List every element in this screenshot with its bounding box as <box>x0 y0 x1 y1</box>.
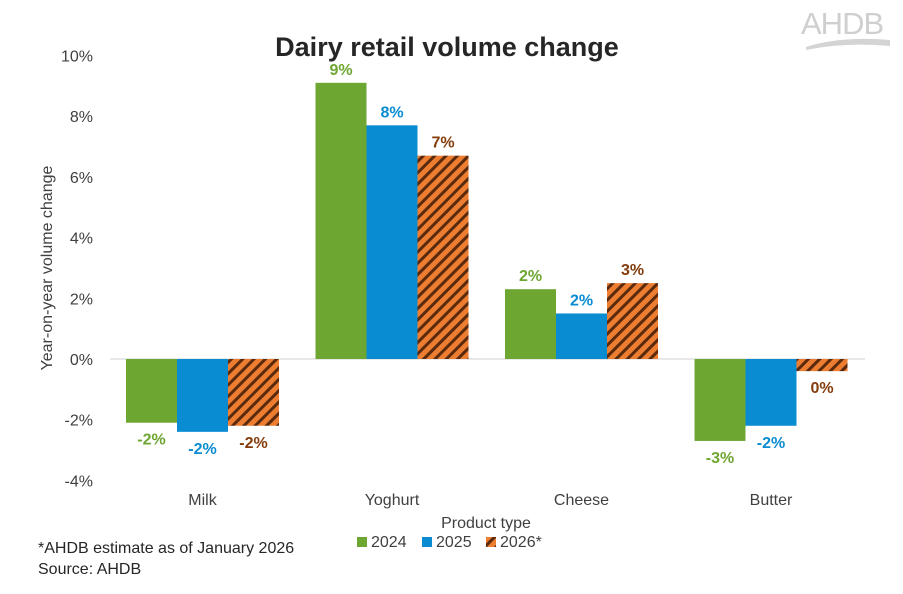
bar-milk-2026 <box>228 359 279 426</box>
bar-cheese-2024 <box>505 289 556 359</box>
x-axis-categories: Milk Yoghurt Cheese Butter <box>188 492 793 509</box>
bar-butter-2026 <box>796 359 848 372</box>
data-label: -2% <box>239 435 267 452</box>
bar-butter-2025 <box>745 359 797 426</box>
y-tick-label: -2% <box>65 413 93 430</box>
legend-swatch-icon <box>357 537 367 547</box>
bars <box>126 82 848 441</box>
legend: 2024 2025 2026* <box>357 534 542 551</box>
data-label: -2% <box>137 432 165 449</box>
data-label: -2% <box>188 441 216 458</box>
y-tick-label: 6% <box>70 170 93 187</box>
data-label: 2% <box>570 292 593 309</box>
data-label: -3% <box>706 450 734 467</box>
legend-swatch-icon <box>486 537 496 547</box>
data-label: 9% <box>329 62 352 79</box>
y-tick-label: 8% <box>70 109 93 126</box>
bar-butter-2024 <box>694 359 746 441</box>
y-tick-label: -4% <box>65 473 93 490</box>
data-label: 8% <box>380 104 403 121</box>
category-label-yoghurt: Yoghurt <box>365 492 420 509</box>
chart-title: Dairy retail volume change <box>275 32 619 62</box>
legend-label: 2024 <box>371 534 407 551</box>
source-note: Source: AHDB <box>38 561 141 578</box>
data-label: 3% <box>621 262 644 279</box>
y-tick-label: 10% <box>61 49 93 66</box>
data-label: 0% <box>810 380 833 397</box>
bar-yoghurt-2026 <box>417 155 469 359</box>
y-axis-ticks: 10% 8% 6% 4% 2% 0% -2% -4% <box>61 49 93 491</box>
bar-milk-2024 <box>126 359 177 423</box>
y-tick-label: 4% <box>70 231 93 248</box>
logo-swoosh-icon <box>806 38 890 50</box>
bar-yoghurt-2024 <box>315 82 367 359</box>
data-labels: -2% -2% -2% 9% 8% 7% 2% 2% 3% -3% -2% 0% <box>137 62 833 467</box>
y-tick-label: 0% <box>70 352 93 369</box>
legend-swatch-icon <box>422 537 432 547</box>
data-label: 2% <box>519 268 542 285</box>
bar-milk-2025 <box>177 359 228 432</box>
data-label: -2% <box>757 435 785 452</box>
bar-cheese-2025 <box>556 313 607 359</box>
x-axis-title: Product type <box>441 515 531 532</box>
y-tick-label: 2% <box>70 291 93 308</box>
logo-text: AHDB <box>801 6 883 41</box>
category-label-cheese: Cheese <box>554 492 609 509</box>
data-label: 7% <box>431 135 454 152</box>
ahdb-logo: AHDB <box>801 6 890 50</box>
legend-item-2025: 2025 <box>422 534 472 551</box>
category-label-milk: Milk <box>188 492 217 509</box>
footnote: *AHDB estimate as of January 2026 <box>38 540 294 557</box>
bar-yoghurt-2025 <box>366 125 418 360</box>
y-axis-label: Year-on-year volume change <box>39 165 56 370</box>
legend-label: 2025 <box>436 534 472 551</box>
bar-cheese-2026 <box>607 283 658 359</box>
legend-item-2026: 2026* <box>486 534 542 551</box>
category-label-butter: Butter <box>750 492 793 509</box>
legend-item-2024: 2024 <box>357 534 407 551</box>
legend-label: 2026* <box>500 534 542 551</box>
